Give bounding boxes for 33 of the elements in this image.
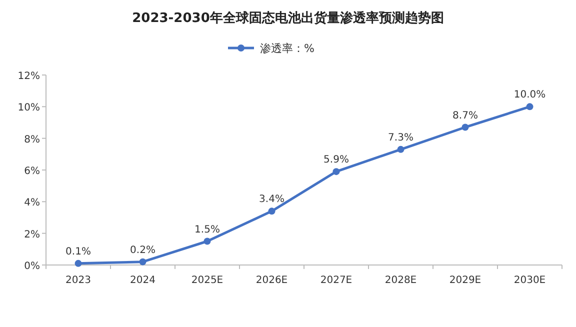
x-tick-label: 2026E	[256, 275, 288, 286]
point	[332, 168, 340, 176]
y-tick-label: 0%	[24, 261, 40, 272]
data-label: 5.9%	[324, 154, 349, 166]
x-tick-label: 2023	[66, 275, 91, 286]
x-tick-label: 2025E	[191, 275, 224, 286]
data-label: 0.2%	[130, 244, 156, 256]
x-tick-label: 2024	[130, 275, 156, 286]
x-tick-label: 2027E	[320, 275, 352, 286]
y-tick-label: 8%	[24, 134, 40, 146]
x-tick-label: 2028E	[384, 275, 417, 286]
y-tick-label: 2%	[24, 229, 40, 240]
y-tick-label: 12%	[18, 71, 40, 82]
data-label: 10.0%	[514, 90, 546, 101]
y-tick-label: 6%	[24, 166, 40, 177]
data-label: 0.1%	[66, 246, 91, 258]
point	[139, 258, 146, 266]
chart-title: 2023-2030年全球固态电池出货量渗透率预测趋势图	[132, 10, 444, 26]
point	[462, 124, 469, 131]
point	[526, 103, 534, 110]
point	[74, 260, 82, 267]
data-label: 1.5%	[194, 224, 220, 236]
data-label: 8.7%	[452, 110, 478, 122]
point	[397, 146, 404, 153]
point	[204, 238, 211, 245]
x-tick-label: 2030E	[514, 275, 546, 286]
y-tick-label: 4%	[24, 198, 40, 209]
x-tick-label: 2029E	[449, 275, 482, 286]
y-tick-label: 10%	[18, 102, 40, 114]
legend-label: 渗透率：%	[260, 42, 314, 55]
point	[268, 208, 276, 215]
data-label: 3.4%	[259, 194, 284, 206]
data-label: 7.3%	[388, 132, 414, 144]
